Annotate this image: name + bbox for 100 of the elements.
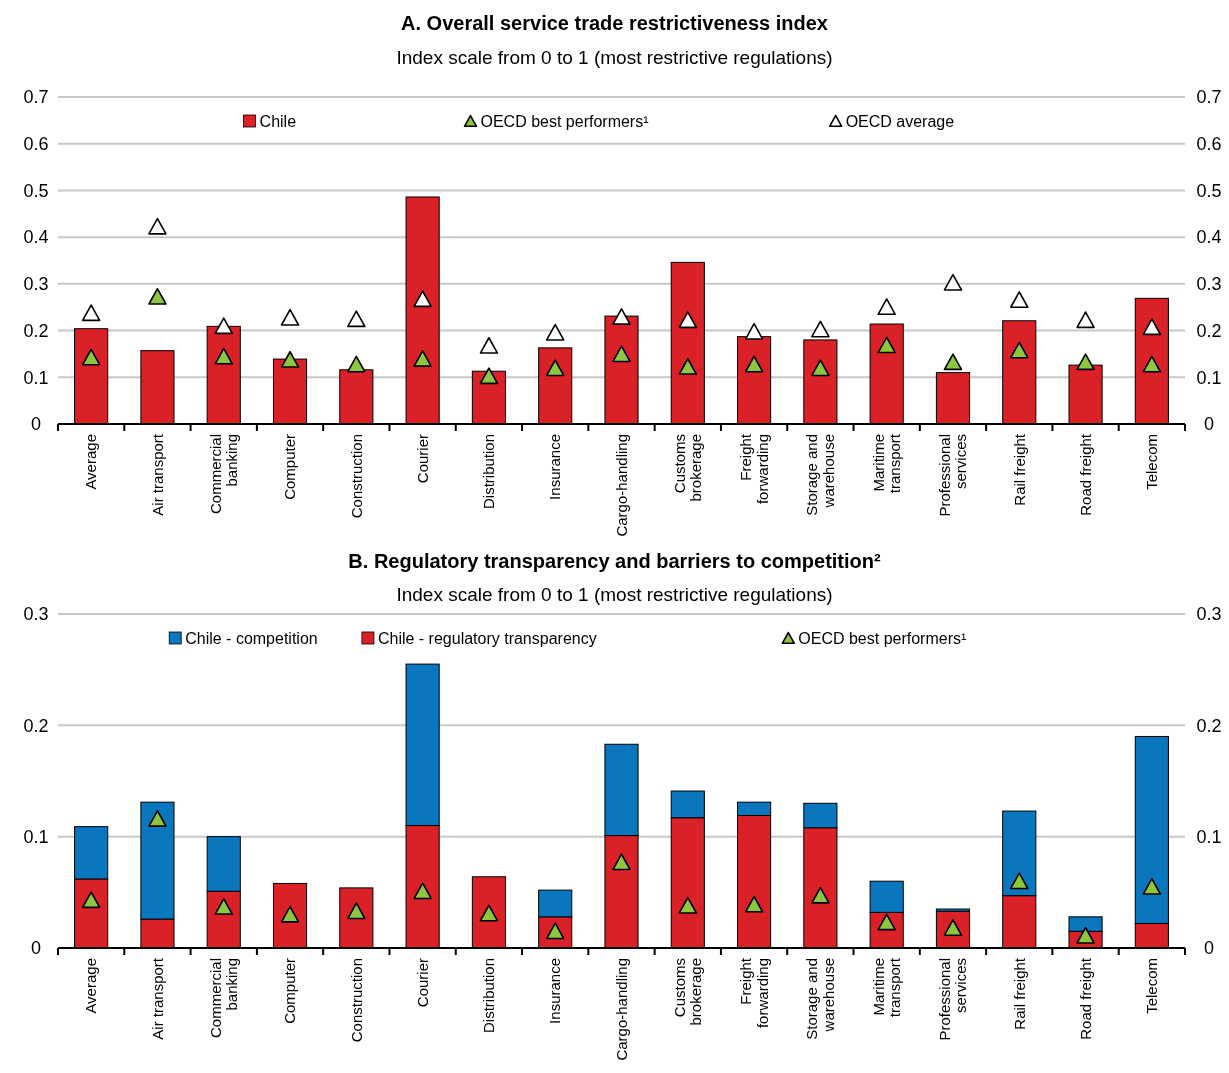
point [877,298,896,316]
point [1142,355,1162,373]
point [1076,926,1095,944]
y-tick-label: 0 [30,938,42,959]
y2-tick-label: 0.6 [1196,134,1222,155]
x-tick-label: Insurance [546,958,564,1024]
point [1076,353,1095,371]
y-tick-label: 0.1 [23,367,49,388]
legend-label: Chile [259,112,297,130]
y2-tick-label: 0.1 [1196,367,1222,388]
x-tick-label: Telecom [1143,434,1161,490]
y-tick-label: 0.2 [23,715,49,736]
point [678,311,698,329]
point [81,891,101,909]
x-tick-label: Commercial banking [206,434,241,515]
point [811,320,830,338]
point [1142,877,1162,895]
x-tick-label: Computer [281,434,299,500]
y2-tick-label: 0.4 [1196,227,1222,248]
x-tick-label: Average [82,434,100,490]
x-tick-label: Construction [347,958,365,1043]
point [413,882,432,900]
point [545,323,565,341]
y2-tick-label: 0.3 [1196,604,1222,625]
y2-tick-label: 0.1 [1196,826,1222,847]
x-tick-label: Telecom [1143,958,1161,1014]
legend-label: OECD average [845,112,955,130]
point [943,353,963,371]
point [280,350,300,368]
x-tick-label: Cargo-handling [612,434,630,537]
point [81,348,101,366]
point [612,345,631,363]
x-tick-label: Road freight [1076,433,1094,516]
point [877,336,896,354]
x-tick-label: Distribution [480,434,498,510]
point [347,310,366,328]
point [214,897,234,915]
chart-title: B. Regulatory transparency and barriers to competition² [348,550,881,572]
point [347,355,366,373]
y-tick-label: 0.1 [23,826,49,847]
y-tick-label: 0.5 [23,180,49,201]
point [943,273,963,291]
y-tick-label: 0.2 [23,320,49,341]
x-tick-label: Courier [413,958,431,1008]
point [479,367,499,385]
legend-label: OECD best performers¹ [798,629,967,647]
y-tick-label: 0.7 [23,87,49,108]
y-tick-label: 0.6 [23,134,49,155]
chart-subtitle: Index scale from 0 to 1 (most restrictive regulations) [396,584,833,605]
y2-tick-label: 0.5 [1196,180,1222,201]
x-tick-label: Road freight [1076,957,1094,1040]
point [612,853,631,871]
point [811,886,830,904]
point [678,896,698,914]
point [413,350,432,367]
y2-tick-label: 0 [1203,938,1215,959]
x-tick-label: Construction [347,434,365,519]
point [148,287,167,305]
point [545,359,565,377]
point [1009,872,1029,890]
legend-label: Chile - competition [185,629,318,647]
x-tick-label: Customs brokerage [670,434,705,502]
point [1009,291,1029,309]
y-tick-label: 0 [30,414,42,435]
x-tick-label: Customs brokerage [670,958,705,1026]
point [413,290,432,308]
y-tick-label: 0.3 [23,604,49,625]
point [81,304,101,322]
x-tick-label: Air transport [148,433,166,516]
x-tick-label: Rail freight [1010,433,1028,506]
point [744,322,764,340]
point [214,317,234,335]
x-tick-label: Courier [413,434,431,484]
y2-tick-label: 0 [1203,414,1215,435]
point [1142,318,1162,336]
legend-label: Chile - regulatory transparency [377,629,597,647]
x-tick-label: Average [82,958,100,1014]
point [1009,341,1029,359]
point [744,895,764,913]
point [148,809,167,827]
point [280,308,300,326]
x-tick-label: Air transport [148,957,166,1040]
x-tick-label: Computer [281,958,299,1024]
legend-label: OECD best performers¹ [480,112,649,130]
point [678,357,698,375]
chart-subtitle: Index scale from 0 to 1 (most restrictive regulations) [396,47,833,68]
point [1076,311,1095,329]
x-tick-label: Cargo-handling [612,958,630,1061]
y-tick-label: 0.3 [23,274,49,295]
point [612,307,631,325]
point [214,347,234,365]
x-tick-label: Insurance [546,434,564,500]
point [744,355,764,373]
x-tick-label: Distribution [480,958,498,1034]
y2-tick-label: 0.2 [1196,715,1222,736]
x-tick-label: Commercial banking [206,958,241,1039]
y2-tick-label: 0.2 [1196,320,1222,341]
y-tick-label: 0.4 [23,227,49,248]
point [148,217,167,235]
y2-tick-label: 0.3 [1196,274,1222,295]
